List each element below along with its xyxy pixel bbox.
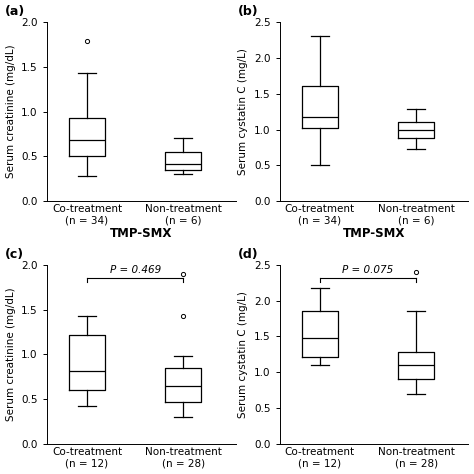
Text: (d): (d): [238, 248, 259, 261]
Text: P = 0.075: P = 0.075: [342, 265, 393, 275]
Text: (c): (c): [5, 248, 24, 261]
Text: P = 0.469: P = 0.469: [109, 265, 161, 275]
X-axis label: TMP-SMX: TMP-SMX: [110, 227, 173, 240]
Text: (b): (b): [238, 5, 259, 18]
Y-axis label: Serum cystatin C (mg/L): Serum cystatin C (mg/L): [238, 291, 248, 418]
Y-axis label: Serum creatinine (mg/dL): Serum creatinine (mg/dL): [6, 288, 16, 421]
Y-axis label: Serum creatinine (mg/dL): Serum creatinine (mg/dL): [6, 45, 16, 178]
Text: (a): (a): [5, 5, 26, 18]
Y-axis label: Serum cystatin C (mg/L): Serum cystatin C (mg/L): [238, 48, 248, 175]
X-axis label: TMP-SMX: TMP-SMX: [343, 227, 405, 240]
